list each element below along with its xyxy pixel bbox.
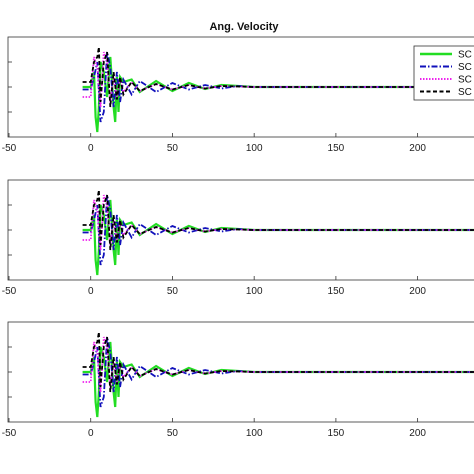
series-line-4 — [82, 46, 474, 108]
series-line-2 — [82, 194, 474, 266]
subplot-2: -50 0 50 100 150 200 — [2, 179, 474, 297]
subplot-3: -50 0 50 100 150 200 — [2, 321, 474, 439]
series-line-2 — [82, 51, 474, 123]
series-line-4 — [82, 189, 474, 251]
legend-label: SC — [458, 62, 472, 73]
x-tick-label: 150 — [328, 143, 345, 154]
series-line-4 — [82, 331, 474, 393]
legend-label: SC — [458, 75, 472, 86]
x-tick-label: 150 — [328, 286, 345, 297]
x-tick-label: 50 — [167, 143, 179, 154]
x-tick-label: 100 — [246, 143, 263, 154]
x-tick-label: 0 — [88, 428, 94, 439]
x-tick-label: -50 — [2, 143, 17, 154]
x-tick-label: 200 — [409, 143, 426, 154]
x-tick-label: 50 — [167, 286, 179, 297]
x-tick-label: -50 — [2, 286, 17, 297]
series-line-2 — [82, 336, 474, 408]
x-tick-label: -50 — [2, 428, 17, 439]
x-tick-label: 0 — [88, 143, 94, 154]
subplots: -50 0 50 100 150 200 -50 0 50 100 150 200 -50 0 50 100 1… — [2, 36, 474, 439]
x-tick-label: 200 — [409, 428, 426, 439]
x-tick-label: 50 — [167, 428, 179, 439]
x-tick-label: 0 — [88, 286, 94, 297]
x-tick-label: 100 — [246, 428, 263, 439]
x-tick-label: 200 — [409, 286, 426, 297]
x-tick-label: 150 — [328, 428, 345, 439]
legend-label: SC — [458, 50, 472, 61]
chart-title: Ang. Velocity — [209, 21, 279, 33]
x-tick-label: 100 — [246, 286, 263, 297]
subplot-1: -50 0 50 100 150 200 — [2, 36, 474, 154]
legend-label: SC — [458, 87, 472, 98]
